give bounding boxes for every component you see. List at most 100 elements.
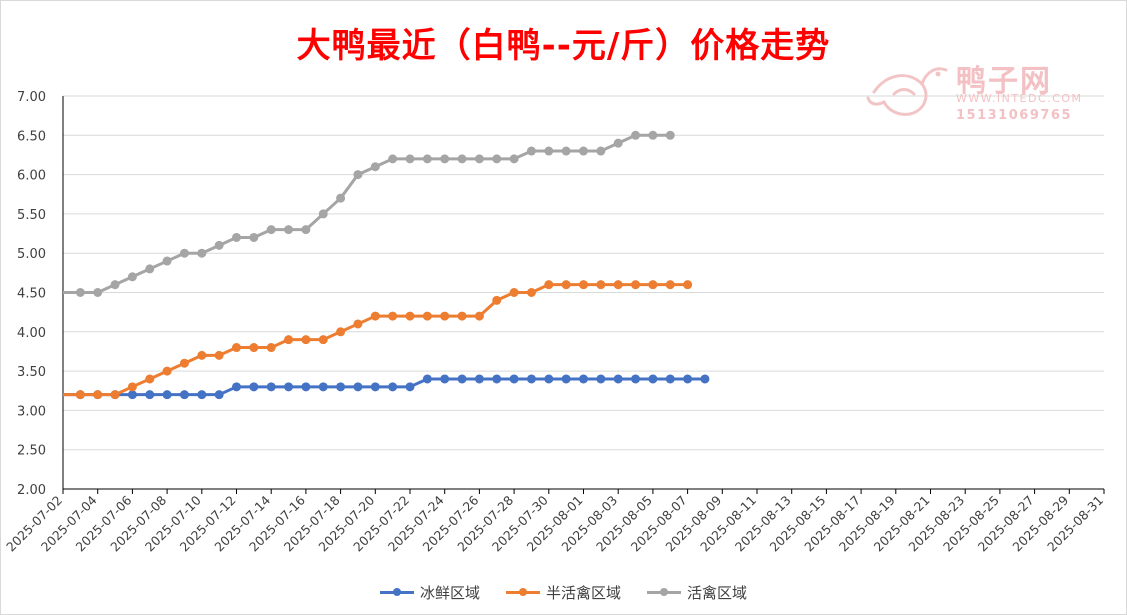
data-point — [544, 374, 554, 384]
chart-title: 大鸭最近（白鸭--元/斤）价格走势 — [296, 26, 831, 66]
chart-legend: 冰鲜区域 半活禽区域 活禽区域 — [0, 582, 1127, 603]
legend-item: 活禽区域 — [647, 582, 747, 603]
data-point — [683, 280, 693, 290]
data-point — [388, 382, 398, 392]
data-point — [75, 390, 85, 400]
data-point — [422, 311, 432, 321]
data-point — [596, 146, 606, 156]
data-point — [179, 248, 189, 258]
data-point — [648, 374, 658, 384]
legend-label: 冰鲜区域 — [419, 584, 480, 602]
y-tick-label: 2.00 — [17, 483, 46, 498]
data-point — [197, 390, 207, 400]
data-point — [127, 390, 137, 400]
data-point — [561, 280, 571, 290]
data-point — [93, 288, 103, 297]
y-tick-label: 5.50 — [17, 208, 46, 223]
data-point — [509, 374, 519, 384]
data-point — [579, 280, 588, 290]
data-point — [613, 138, 623, 148]
data-point — [665, 130, 675, 140]
data-point — [631, 280, 641, 290]
data-point — [336, 327, 346, 337]
data-point — [162, 256, 172, 266]
data-point — [214, 240, 224, 250]
data-point — [145, 374, 155, 384]
data-point — [457, 154, 467, 164]
legend-swatch — [505, 588, 540, 596]
data-point — [457, 374, 467, 384]
y-tick-label: 3.00 — [17, 404, 46, 419]
data-point — [266, 382, 276, 392]
data-point — [388, 154, 398, 164]
y-tick-label: 4.00 — [17, 326, 46, 341]
data-point — [474, 374, 484, 384]
data-point — [405, 154, 415, 164]
data-point — [266, 225, 276, 235]
data-point — [318, 209, 328, 219]
data-point — [370, 162, 380, 172]
data-point — [509, 154, 519, 164]
data-point — [492, 295, 502, 305]
data-point — [232, 343, 241, 353]
data-point — [422, 154, 432, 164]
data-point — [249, 232, 259, 242]
data-point — [509, 288, 519, 297]
data-point — [440, 311, 450, 321]
data-point — [249, 382, 259, 392]
data-point — [544, 280, 554, 290]
data-point — [370, 382, 380, 392]
y-tick-label: 3.50 — [17, 365, 46, 380]
data-point — [370, 311, 380, 321]
data-point — [197, 248, 207, 258]
data-point — [214, 350, 224, 360]
data-point — [232, 382, 241, 392]
data-point — [353, 170, 363, 180]
data-point — [284, 225, 294, 235]
data-point — [284, 335, 294, 345]
data-point — [145, 390, 155, 400]
legend-label: 活禽区域 — [687, 584, 748, 602]
data-point — [631, 130, 641, 140]
legend-item: 半活禽区域 — [505, 582, 621, 603]
data-point — [353, 319, 363, 329]
data-point — [353, 382, 363, 392]
legend-label: 半活禽区域 — [545, 584, 621, 602]
data-point — [162, 366, 172, 376]
data-point — [648, 280, 658, 290]
data-point — [388, 311, 398, 321]
legend-swatch — [647, 588, 681, 596]
y-tick-label: 4.50 — [17, 287, 46, 302]
watermark-site: WWW.INTEDC.COM — [956, 92, 1083, 105]
data-point — [127, 272, 137, 282]
data-point — [665, 280, 675, 290]
data-point — [336, 193, 346, 203]
data-point — [266, 343, 276, 353]
data-point — [544, 146, 554, 156]
data-point — [561, 374, 571, 384]
data-point — [145, 264, 155, 274]
data-point — [318, 382, 328, 392]
data-point — [613, 374, 623, 384]
data-point — [179, 390, 189, 400]
data-point — [596, 374, 606, 384]
data-point — [526, 288, 536, 297]
data-point — [284, 382, 294, 392]
data-point — [683, 374, 693, 384]
data-point — [301, 382, 311, 392]
data-point — [665, 374, 675, 384]
data-point — [613, 280, 623, 290]
data-point — [214, 390, 224, 400]
data-point — [405, 382, 415, 392]
legend-item: 冰鲜区域 — [379, 582, 480, 603]
data-point — [301, 335, 311, 345]
y-tick-label: 5.00 — [17, 247, 46, 262]
y-tick-label: 6.50 — [17, 129, 46, 144]
data-point — [93, 390, 103, 400]
data-point — [700, 374, 710, 384]
y-tick-label: 2.50 — [17, 444, 46, 459]
data-point — [561, 146, 571, 156]
data-point — [110, 280, 120, 290]
series-line — [63, 377, 705, 397]
